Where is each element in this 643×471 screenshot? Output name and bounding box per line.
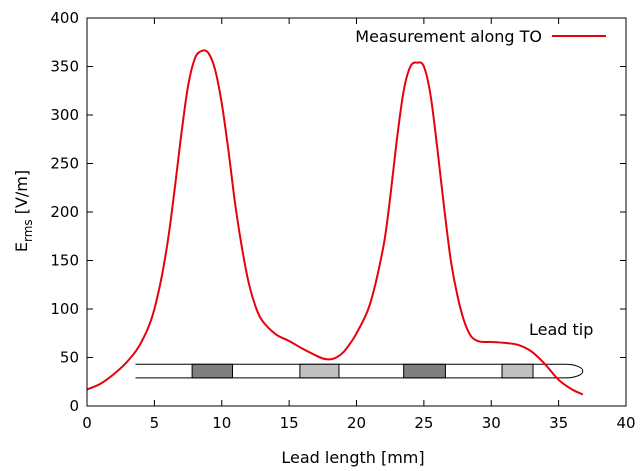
x-tick-label: 0 bbox=[82, 414, 92, 432]
y-axis-label-sub: rms bbox=[21, 219, 35, 242]
x-tick-label: 5 bbox=[150, 414, 160, 432]
lead-body bbox=[135, 363, 584, 379]
x-tick-label: 10 bbox=[212, 414, 231, 432]
y-tick-label: 250 bbox=[50, 155, 79, 173]
y-tick-label: 150 bbox=[50, 252, 79, 270]
y-tick-label: 350 bbox=[50, 58, 79, 76]
lead-electrode-1 bbox=[191, 363, 234, 379]
lead-electrode-4 bbox=[501, 363, 534, 379]
x-axis-label: Lead length [mm] bbox=[281, 448, 424, 467]
axes bbox=[86, 17, 627, 407]
lead-diagram bbox=[135, 363, 584, 379]
plot-frame bbox=[86, 17, 627, 407]
legend: Measurement along TO bbox=[355, 27, 606, 46]
y-tick-label: 400 bbox=[50, 9, 79, 27]
y-tick-label: 300 bbox=[50, 106, 79, 124]
x-tick-label: 30 bbox=[482, 414, 501, 432]
annotation-lead-tip: Lead tip bbox=[529, 320, 593, 339]
y-tick-label: 50 bbox=[60, 349, 79, 367]
series-line-1 bbox=[86, 49, 584, 396]
lead-electrode-3 bbox=[403, 363, 446, 379]
y-tick-label: 200 bbox=[50, 203, 79, 221]
y-axis-label-main: E bbox=[12, 242, 31, 252]
lead-electrode-2 bbox=[299, 363, 340, 379]
y-axis-label: Erms [V/m] bbox=[12, 170, 35, 252]
legend-entry-label: Measurement along TO bbox=[355, 27, 542, 46]
series-layer bbox=[86, 49, 584, 396]
x-tick-label: 15 bbox=[280, 414, 299, 432]
y-axis-label-unit: [V/m] bbox=[12, 170, 31, 220]
y-tick-label: 100 bbox=[50, 300, 79, 318]
x-tick-label: 40 bbox=[616, 414, 635, 432]
y-tick-label: 0 bbox=[69, 397, 79, 415]
x-tick-label: 25 bbox=[414, 414, 433, 432]
x-tick-label: 35 bbox=[549, 414, 568, 432]
x-tick-label: 20 bbox=[347, 414, 366, 432]
